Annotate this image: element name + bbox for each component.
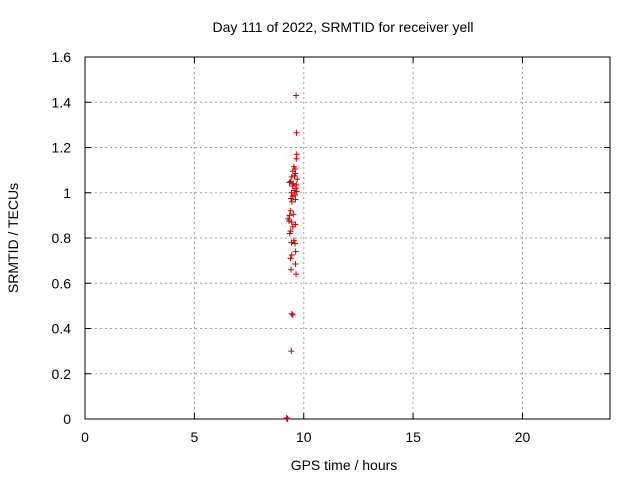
data-point (292, 248, 299, 255)
data-point (286, 218, 293, 225)
x-tick-label: 0 (81, 429, 89, 445)
data-point (287, 207, 294, 214)
data-point (292, 196, 299, 203)
y-tick-label: 0.2 (52, 366, 72, 382)
x-tick-label: 20 (515, 429, 531, 445)
data-point (292, 240, 298, 247)
y-axis-label: SRMTID / TECUs (5, 183, 21, 293)
x-tick-label: 5 (190, 429, 198, 445)
y-tick-label: 1.2 (52, 140, 72, 156)
data-point (289, 311, 296, 318)
data-point (286, 179, 293, 186)
point-layer (283, 92, 301, 422)
chart-title: Day 111 of 2022, SRMTID for receiver yel… (213, 19, 474, 35)
data-point (293, 155, 300, 162)
data-point (289, 223, 296, 230)
x-axis-label: GPS time / hours (291, 457, 398, 473)
data-point (291, 172, 298, 179)
y-tick-label: 1 (63, 185, 71, 201)
y-tick-label: 1.6 (52, 49, 72, 65)
data-point (293, 188, 300, 195)
data-point (294, 176, 301, 183)
data-point (288, 189, 295, 196)
data-point (288, 219, 295, 226)
data-point (292, 261, 299, 268)
y-tick-label: 0.8 (52, 230, 72, 246)
data-point (293, 92, 300, 99)
data-point (284, 415, 291, 422)
data-point (288, 198, 295, 205)
data-point (288, 251, 295, 258)
data-point (288, 173, 295, 180)
data-point (290, 211, 297, 218)
tick-layer: 0 0.2 0.4 0.6 0.8 1 1.2 1.4 1.6 0 5 10 15 20 (52, 49, 610, 445)
data-point (289, 182, 296, 189)
data-point (288, 310, 295, 317)
y-tick-label: 0.4 (52, 321, 72, 337)
x-tick-label: 15 (405, 429, 421, 445)
data-point (288, 348, 295, 355)
grid-layer (85, 57, 610, 419)
data-point (286, 230, 293, 237)
y-tick-label: 0.6 (52, 275, 72, 291)
data-point (293, 271, 300, 278)
data-point (288, 239, 295, 246)
data-point (288, 195, 295, 202)
y-tick-label: 0 (63, 411, 71, 427)
y-tick-label: 1.4 (52, 94, 72, 110)
x-tick-label: 10 (296, 429, 312, 445)
data-point (286, 212, 293, 219)
data-point (288, 266, 295, 273)
data-point (293, 129, 300, 136)
data-point (287, 255, 294, 262)
